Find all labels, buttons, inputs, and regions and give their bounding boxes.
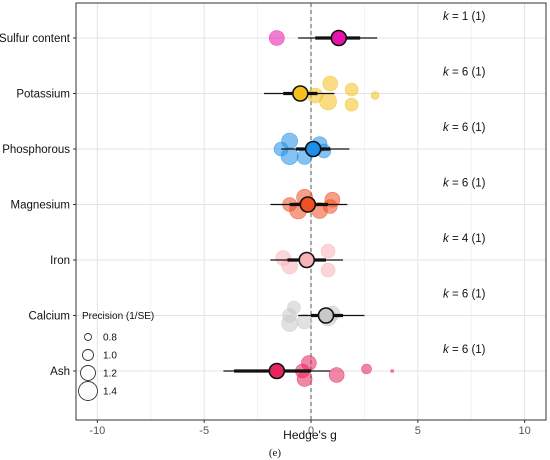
legend-title: Precision (1/SE) [82, 311, 154, 322]
k-label: k = 6 (1) [443, 344, 486, 356]
k-symbol: k [443, 11, 450, 23]
legend-size-circle [84, 333, 92, 341]
x-tick-label: 5 [415, 425, 421, 437]
overall-estimate-point [299, 196, 317, 213]
overall-estimate-point [292, 85, 309, 102]
k-value: = 6 (1) [449, 178, 486, 190]
k-label: k = 6 (1) [443, 67, 486, 79]
effect-size-point [320, 262, 336, 278]
legend-size-label: 1.2 [103, 369, 117, 380]
k-value: = 6 (1) [449, 122, 486, 134]
x-tick-label: -5 [199, 425, 209, 437]
legend-size-circle [80, 365, 96, 381]
effect-size-point [281, 315, 298, 332]
k-symbol: k [443, 122, 450, 134]
effect-size-point [328, 367, 345, 383]
effect-size-point [390, 369, 394, 373]
x-tick-label: 0 [308, 425, 314, 437]
x-axis-title: Hedge's g [283, 428, 337, 442]
overall-estimate-point [304, 140, 322, 158]
k-label: k = 6 (1) [443, 178, 486, 190]
effect-size-point [280, 147, 299, 165]
category-label: Magnesium [11, 200, 70, 212]
effect-size-point [344, 97, 359, 112]
effect-size-point [296, 313, 313, 330]
category-label: Ash [50, 366, 70, 378]
category-label: Potassium [16, 89, 70, 101]
k-value: = 4 (1) [449, 233, 486, 245]
effect-size-point [320, 243, 336, 259]
k-symbol: k [443, 289, 450, 301]
k-value: = 6 (1) [449, 289, 486, 301]
category-label: Phosphorous [2, 144, 70, 156]
x-axis-ticks: -10 -5 0 5 10 [89, 420, 531, 437]
k-value: = 1 (1) [449, 11, 486, 23]
x-tick-label: 10 [519, 425, 531, 437]
category-label: Sulfur content [0, 33, 71, 45]
effect-size-point [269, 30, 285, 46]
k-labels: k = 1 (1)k = 6 (1)k = 6 (1)k = 6 (1)k = … [443, 11, 486, 356]
k-label: k = 4 (1) [443, 233, 486, 245]
figure-caption: (e) [269, 447, 282, 459]
overall-estimate-point [317, 307, 335, 324]
effect-size-point [281, 257, 298, 275]
k-label: k = 6 (1) [443, 289, 486, 301]
effect-size-point [319, 92, 337, 111]
k-value: = 6 (1) [449, 344, 486, 356]
effect-size-point [344, 82, 359, 97]
legend-size-label: 1.0 [103, 351, 117, 362]
legend-size-label: 1.4 [103, 387, 117, 398]
k-value: = 6 (1) [449, 67, 486, 79]
data-layer [223, 3, 394, 420]
x-tick-label: -10 [89, 425, 105, 437]
legend-size-label: 0.8 [103, 333, 117, 344]
category-label: Iron [50, 255, 70, 267]
category-label: Calcium [28, 311, 70, 323]
precision-legend: Precision (1/SE) 0.8 1.0 1.2 1.4 [78, 311, 154, 401]
legend-size-circle [78, 381, 98, 401]
legend-size-circle [82, 349, 94, 361]
k-label: k = 6 (1) [443, 122, 486, 134]
k-symbol: k [443, 233, 450, 245]
overall-estimate-point [268, 362, 286, 380]
k-label: k = 1 (1) [443, 11, 486, 23]
effect-size-point [361, 363, 372, 375]
k-symbol: k [443, 178, 450, 190]
effect-size-point [296, 371, 313, 387]
k-symbol: k [443, 67, 450, 79]
effect-size-point [370, 91, 380, 100]
k-symbol: k [443, 344, 450, 356]
overall-estimate-point [298, 251, 316, 269]
overall-estimate-point [330, 29, 348, 47]
effect-size-point [322, 75, 339, 92]
category-labels: Sulfur content Potassium Phosphorous Magnes… [0, 33, 76, 378]
